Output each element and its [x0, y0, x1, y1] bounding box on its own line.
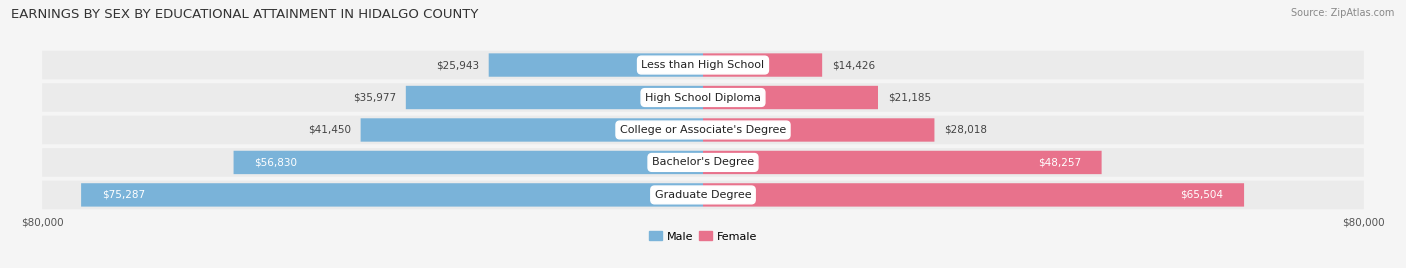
Text: Less than High School: Less than High School	[641, 60, 765, 70]
FancyBboxPatch shape	[42, 83, 1364, 112]
Text: EARNINGS BY SEX BY EDUCATIONAL ATTAINMENT IN HIDALGO COUNTY: EARNINGS BY SEX BY EDUCATIONAL ATTAINMEN…	[11, 8, 478, 21]
Text: $21,185: $21,185	[889, 92, 931, 103]
Text: Graduate Degree: Graduate Degree	[655, 190, 751, 200]
Text: $25,943: $25,943	[436, 60, 479, 70]
Text: Bachelor's Degree: Bachelor's Degree	[652, 157, 754, 168]
Text: $41,450: $41,450	[308, 125, 350, 135]
FancyBboxPatch shape	[489, 53, 703, 77]
FancyBboxPatch shape	[703, 86, 877, 109]
Text: High School Diploma: High School Diploma	[645, 92, 761, 103]
Text: $35,977: $35,977	[353, 92, 396, 103]
FancyBboxPatch shape	[360, 118, 703, 142]
Text: $14,426: $14,426	[832, 60, 875, 70]
FancyBboxPatch shape	[42, 51, 1364, 79]
Text: $56,830: $56,830	[254, 157, 297, 168]
Text: $75,287: $75,287	[101, 190, 145, 200]
FancyBboxPatch shape	[82, 183, 703, 207]
Text: College or Associate's Degree: College or Associate's Degree	[620, 125, 786, 135]
FancyBboxPatch shape	[703, 151, 1102, 174]
Text: $48,257: $48,257	[1038, 157, 1081, 168]
FancyBboxPatch shape	[233, 151, 703, 174]
FancyBboxPatch shape	[703, 53, 823, 77]
FancyBboxPatch shape	[42, 148, 1364, 177]
FancyBboxPatch shape	[703, 183, 1244, 207]
Legend: Male, Female: Male, Female	[644, 227, 762, 246]
FancyBboxPatch shape	[42, 181, 1364, 209]
Text: $65,504: $65,504	[1181, 190, 1223, 200]
FancyBboxPatch shape	[406, 86, 703, 109]
FancyBboxPatch shape	[703, 118, 935, 142]
FancyBboxPatch shape	[42, 116, 1364, 144]
Text: Source: ZipAtlas.com: Source: ZipAtlas.com	[1291, 8, 1395, 18]
Text: $28,018: $28,018	[945, 125, 987, 135]
